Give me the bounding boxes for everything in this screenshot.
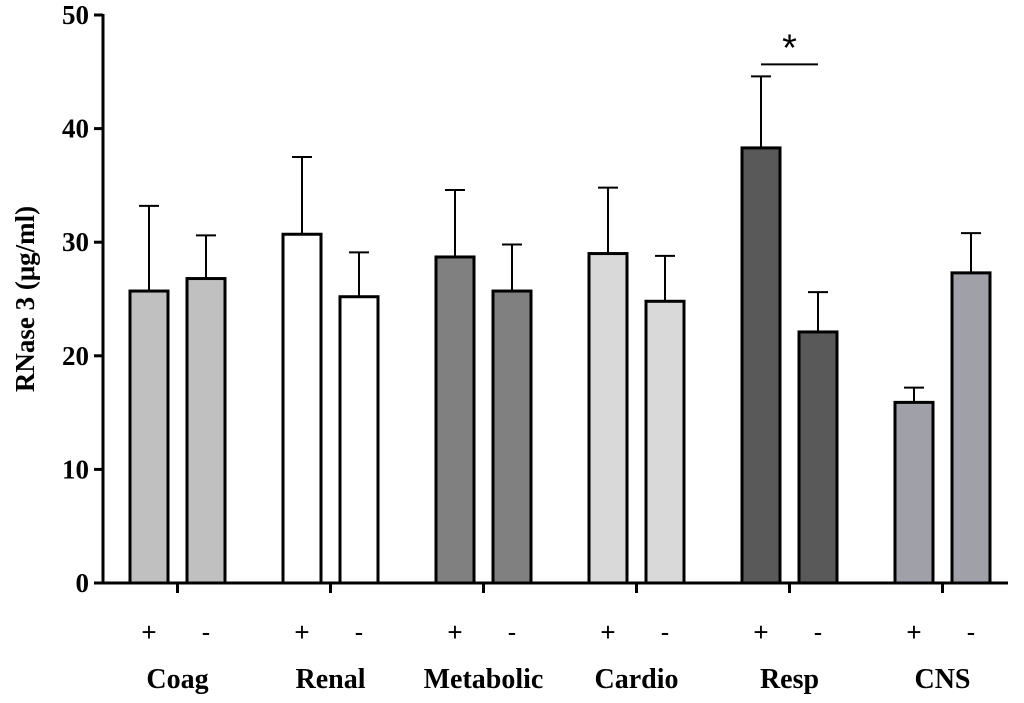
sign-label: + (753, 617, 768, 647)
group-label: Metabolic (424, 664, 544, 695)
sign-label: - (814, 617, 823, 647)
axis-layer (94, 13, 1008, 593)
y-tick-label: 10 (62, 454, 89, 484)
bars-layer (128, 75, 992, 585)
labels-layer: 0 10 20 30 40 50 RNase 3 (μg/ml) + - Coag + - Renal +… (10, 0, 975, 695)
bar (644, 299, 686, 585)
group-label: Resp (760, 664, 819, 695)
bar (281, 232, 323, 585)
group-label: CNS (914, 664, 970, 695)
sign-label: - (355, 617, 364, 647)
group-label: Coag (146, 664, 208, 695)
y-tick-label: 20 (62, 341, 89, 371)
sign-label: + (906, 617, 921, 647)
bar (587, 252, 629, 585)
sign-label: + (141, 617, 156, 647)
bar (740, 146, 782, 585)
sign-label: + (294, 617, 309, 647)
bar (491, 289, 533, 585)
sign-label: - (202, 617, 211, 647)
y-tick-label: 30 (62, 227, 89, 257)
sign-label: + (447, 617, 462, 647)
bar (185, 277, 227, 585)
bar (338, 295, 380, 585)
sign-label: - (508, 617, 517, 647)
group-label: Cardio (595, 664, 679, 695)
bar (434, 255, 476, 585)
y-axis-label: RNase 3 (μg/ml) (10, 206, 40, 392)
y-tick-label: 0 (76, 568, 90, 598)
sign-label: - (967, 617, 976, 647)
significance-star: * (782, 27, 797, 69)
bar (797, 330, 839, 585)
bar (893, 400, 935, 585)
bar (950, 271, 992, 585)
y-tick-label: 50 (62, 0, 89, 30)
group-label: Renal (296, 664, 366, 695)
sign-label: - (661, 617, 670, 647)
sign-label: + (600, 617, 615, 647)
y-tick-label: 40 (62, 114, 89, 144)
bar (128, 289, 170, 585)
